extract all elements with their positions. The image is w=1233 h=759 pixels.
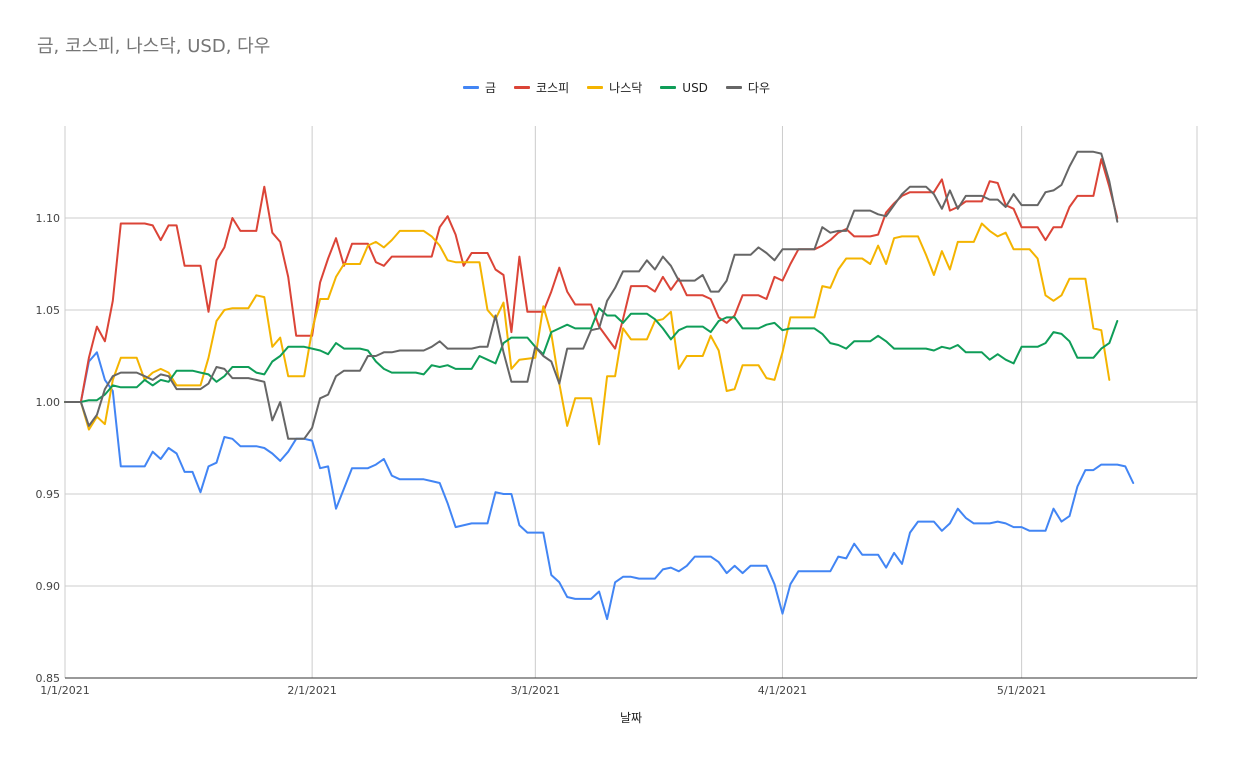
x-axis-title: 날짜 — [620, 711, 642, 725]
legend-label: 금 — [484, 81, 497, 95]
y-tick-label: 1.00 — [36, 396, 61, 409]
series-line-1 — [64, 158, 1119, 403]
series-line-4 — [64, 150, 1119, 440]
legend-label: 코스피 — [536, 81, 570, 95]
grid-lines — [64, 126, 1198, 679]
x-tick-label: 1/1/2021 — [40, 684, 89, 697]
x-tick-label: 3/1/2021 — [511, 684, 560, 697]
legend-item-0[interactable]: 금 — [462, 79, 497, 96]
y-tick-label: 0.90 — [36, 580, 61, 593]
series-lines — [64, 150, 1135, 621]
series-line-0 — [64, 351, 1135, 621]
legend-swatch — [462, 86, 479, 89]
legend-label: 나스닥 — [609, 81, 643, 95]
y-tick-label: 1.05 — [36, 304, 61, 317]
x-tick-label: 5/1/2021 — [997, 684, 1046, 697]
x-tick-label: 4/1/2021 — [758, 684, 807, 697]
y-tick-label: 0.85 — [36, 672, 61, 685]
series-line-3 — [64, 307, 1119, 403]
legend-label: 다우 — [747, 81, 771, 95]
chart-title: 금, 코스피, 나스닥, USD, 다우 — [37, 36, 271, 57]
legend-swatch — [725, 86, 742, 89]
legend-swatch — [587, 86, 604, 89]
legend-label: USD — [682, 80, 708, 95]
axis-labels: 0.85 0.90 0.95 1.00 1.05 1.10 1/1/2021 2/1/2021… — [36, 212, 1047, 697]
legend-swatch — [660, 86, 677, 89]
x-tick-label: 2/1/2021 — [287, 684, 336, 697]
legend-item-2[interactable]: 나스닥 — [587, 79, 642, 96]
y-tick-label: 1.10 — [36, 212, 61, 225]
series-line-2 — [64, 222, 1111, 446]
legend-item-3[interactable]: USD — [660, 81, 708, 95]
y-tick-label: 0.95 — [36, 488, 61, 501]
legend-item-1[interactable]: 코스피 — [514, 79, 569, 96]
legend-swatch — [514, 86, 531, 89]
chart-legend: 금 코스피 나스닥 USD 다우 — [0, 78, 1233, 96]
legend-item-4[interactable]: 다우 — [725, 79, 771, 96]
